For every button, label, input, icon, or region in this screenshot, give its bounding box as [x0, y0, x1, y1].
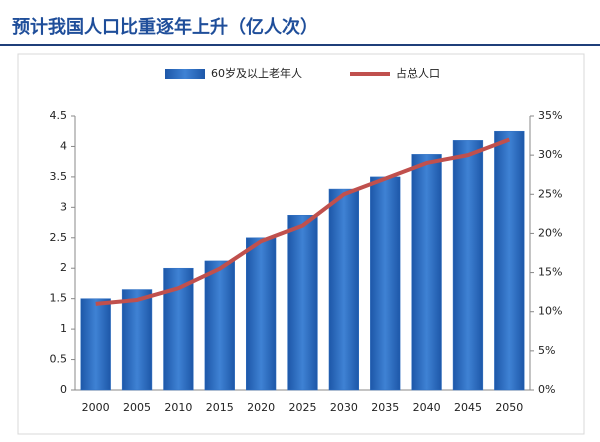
y-tick-label: 2.5 [50, 231, 68, 244]
bar [411, 154, 442, 391]
y2-tick-label: 20% [538, 226, 562, 239]
bar [370, 176, 401, 391]
y2-tick-label: 25% [538, 187, 562, 200]
x-tick-label: 2005 [123, 401, 151, 414]
x-tick-label: 2010 [164, 401, 192, 414]
bar [287, 214, 318, 391]
y-tick-label: 4.5 [50, 109, 68, 122]
x-tick-label: 2045 [454, 401, 482, 414]
y2-tick-label: 5% [538, 344, 555, 357]
y-tick-label: 3.5 [50, 170, 68, 183]
bar [452, 140, 484, 391]
y-tick-label: 0 [60, 383, 67, 396]
x-tick-label: 2015 [206, 401, 234, 414]
bar [494, 130, 525, 391]
x-tick-label: 2025 [289, 401, 317, 414]
y2-tick-label: 35% [538, 109, 562, 122]
y-tick-label: 1 [60, 322, 67, 335]
line [95, 137, 511, 306]
y2-tick-label: 0% [538, 383, 555, 396]
x-tick-label: 2050 [495, 401, 523, 414]
legend-swatch [165, 69, 205, 79]
chart-frame [17, 53, 585, 435]
x-tick-label: 2020 [247, 401, 275, 414]
y2-tick-label: 30% [538, 148, 562, 161]
y-tick-label: 3 [60, 200, 67, 213]
legend-label: 占总人口 [396, 66, 440, 80]
y-tick-label: 1.5 [50, 292, 68, 305]
x-tick-label: 2030 [330, 401, 358, 414]
y-tick-label: 4 [60, 139, 67, 152]
x-tick-label: 2000 [82, 401, 110, 414]
bar [204, 260, 235, 391]
x-tick-label: 2040 [413, 401, 441, 414]
y-tick-label: 2 [60, 261, 67, 274]
y2-tick-label: 10% [538, 305, 562, 318]
chart-title: 预计我国人口比重逐年上升（亿人次） [12, 16, 318, 38]
legend-label: 60岁及以上老年人 [211, 66, 302, 80]
y-tick-label: 0.5 [50, 353, 68, 366]
y2-tick-label: 15% [538, 266, 562, 279]
bar [245, 237, 277, 391]
bar [121, 289, 153, 391]
bar [80, 298, 111, 391]
bar [328, 188, 360, 391]
x-tick-label: 2035 [371, 401, 399, 414]
